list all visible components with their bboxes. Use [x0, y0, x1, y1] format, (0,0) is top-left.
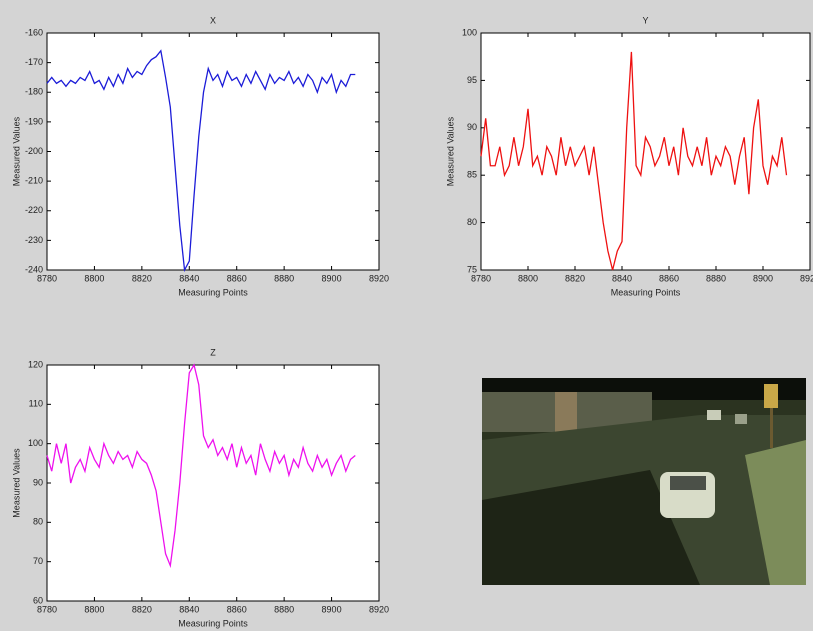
y-tick-label: 100: [28, 438, 43, 448]
photo-road-sign: [764, 384, 778, 408]
y-tick-label: 80: [467, 217, 477, 227]
plot-area: [47, 365, 379, 601]
y-tick-label: -170: [25, 57, 43, 67]
x-tick-label: 8800: [84, 273, 104, 283]
x-tick-label: 8920: [369, 604, 389, 614]
photo-car-far: [735, 414, 747, 424]
y-tick-label: -200: [25, 146, 43, 156]
x-tick-label: 8780: [37, 604, 57, 614]
y-axis-label: Measured Values: [11, 116, 21, 186]
x-tick-label: 8900: [322, 273, 342, 283]
x-tick-label: 8860: [659, 273, 679, 283]
x-tick-label: 8860: [227, 604, 247, 614]
x-tick-label: 8860: [227, 273, 247, 283]
y-tick-label: 110: [29, 399, 43, 409]
y-tick-label: 120: [28, 359, 43, 369]
x-axis-label: Measuring Points: [611, 287, 681, 297]
plot-area: [47, 33, 379, 270]
x-tick-label: 8840: [179, 604, 199, 614]
y-tick-label: 60: [33, 595, 43, 605]
y-tick-label: -160: [25, 27, 43, 37]
y-tick-label: -210: [25, 176, 43, 186]
x-tick-label: 8800: [84, 604, 104, 614]
figure: X Measuring Points Measured Values 8780 8800…: [0, 0, 813, 631]
y-tick-label: -190: [25, 116, 43, 126]
y-tick-label: 80: [33, 517, 43, 527]
x-tick-label: 8840: [612, 273, 632, 283]
x-tick-label: 8820: [132, 604, 152, 614]
x-tick-label: 8900: [322, 604, 342, 614]
x-tick-label: 8820: [132, 273, 152, 283]
x-tick-label: 8920: [800, 273, 813, 283]
y-tick-label: -220: [25, 205, 43, 215]
x-tick-label: 8840: [179, 273, 199, 283]
y-axis-label: Measured Values: [445, 116, 455, 186]
x-tick-label: 8880: [274, 604, 294, 614]
y-tick-label: 95: [467, 75, 477, 85]
x-tick-label: 8780: [37, 273, 57, 283]
x-axis-label: Measuring Points: [178, 618, 248, 628]
photo-pole: [770, 408, 773, 448]
y-tick-label: 90: [467, 122, 477, 132]
y-tick-label: -180: [25, 87, 43, 97]
y-tick-label: 85: [467, 170, 477, 180]
x-tick-label: 8880: [274, 273, 294, 283]
x-tick-label: 8800: [518, 273, 538, 283]
plot-area: [481, 33, 810, 270]
y-tick-label: 75: [467, 264, 477, 274]
x-tick-label: 8780: [471, 273, 491, 283]
chart-title: Z: [210, 347, 216, 357]
photo-car-far: [707, 410, 721, 420]
y-axis-label: Measured Values: [11, 448, 21, 518]
y-tick-label: 100: [462, 27, 477, 37]
x-tick-label: 8820: [565, 273, 585, 283]
photo-car-window: [670, 476, 706, 490]
y-tick-label: 90: [33, 477, 43, 487]
y-tick-label: 70: [33, 556, 43, 566]
x-tick-label: 8920: [369, 273, 389, 283]
chart-title: X: [210, 15, 216, 25]
y-tick-label: -240: [25, 264, 43, 274]
x-axis-label: Measuring Points: [178, 287, 248, 297]
camera-photo: [482, 378, 806, 585]
y-tick-label: -230: [25, 235, 43, 245]
chart-title: Y: [642, 15, 648, 25]
x-tick-label: 8880: [706, 273, 726, 283]
x-tick-label: 8900: [753, 273, 773, 283]
